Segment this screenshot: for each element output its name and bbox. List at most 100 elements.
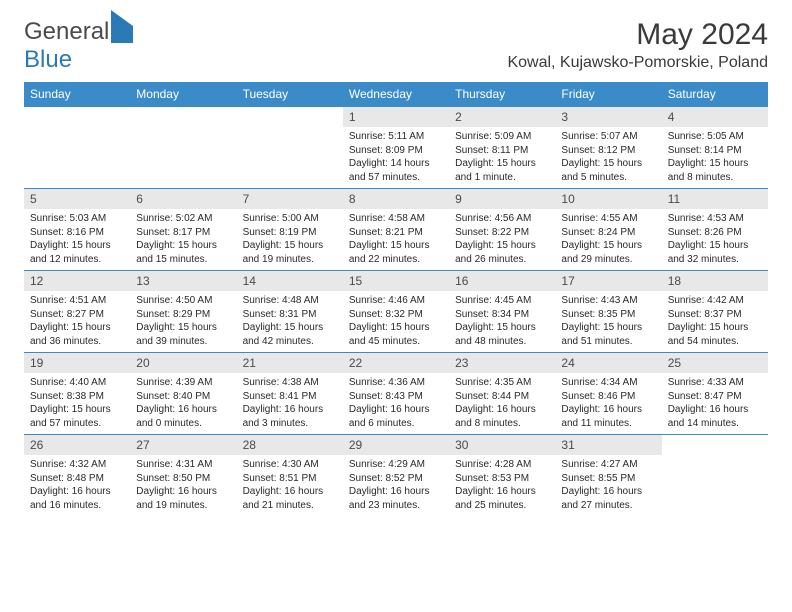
day-details: Sunrise: 5:11 AMSunset: 8:09 PMDaylight:…	[343, 127, 449, 188]
calendar-day-cell: 11Sunrise: 4:53 AMSunset: 8:26 PMDayligh…	[662, 189, 768, 271]
day-details: Sunrise: 4:39 AMSunset: 8:40 PMDaylight:…	[130, 373, 236, 434]
day-number: 20	[130, 353, 236, 373]
weekday-header: Friday	[555, 82, 661, 107]
calendar-day-cell: 24Sunrise: 4:34 AMSunset: 8:46 PMDayligh…	[555, 353, 661, 435]
calendar-week-row: 26Sunrise: 4:32 AMSunset: 8:48 PMDayligh…	[24, 435, 768, 517]
day-number: 24	[555, 353, 661, 373]
weekday-header: Saturday	[662, 82, 768, 107]
day-details: Sunrise: 4:50 AMSunset: 8:29 PMDaylight:…	[130, 291, 236, 352]
day-number: 10	[555, 189, 661, 209]
calendar-day-cell: 27Sunrise: 4:31 AMSunset: 8:50 PMDayligh…	[130, 435, 236, 517]
day-number: 22	[343, 353, 449, 373]
calendar-day-cell	[24, 107, 130, 189]
day-details: Sunrise: 4:34 AMSunset: 8:46 PMDaylight:…	[555, 373, 661, 434]
day-details: Sunrise: 4:38 AMSunset: 8:41 PMDaylight:…	[237, 373, 343, 434]
day-details: Sunrise: 4:51 AMSunset: 8:27 PMDaylight:…	[24, 291, 130, 352]
calendar-day-cell: 21Sunrise: 4:38 AMSunset: 8:41 PMDayligh…	[237, 353, 343, 435]
weekday-header-row: SundayMondayTuesdayWednesdayThursdayFrid…	[24, 82, 768, 107]
day-details: Sunrise: 5:02 AMSunset: 8:17 PMDaylight:…	[130, 209, 236, 270]
calendar-day-cell: 31Sunrise: 4:27 AMSunset: 8:55 PMDayligh…	[555, 435, 661, 517]
day-number: 26	[24, 435, 130, 455]
calendar-day-cell: 3Sunrise: 5:07 AMSunset: 8:12 PMDaylight…	[555, 107, 661, 189]
calendar-week-row: 1Sunrise: 5:11 AMSunset: 8:09 PMDaylight…	[24, 107, 768, 189]
calendar-week-row: 19Sunrise: 4:40 AMSunset: 8:38 PMDayligh…	[24, 353, 768, 435]
calendar-day-cell: 25Sunrise: 4:33 AMSunset: 8:47 PMDayligh…	[662, 353, 768, 435]
logo-triangle-icon	[111, 10, 133, 43]
day-details: Sunrise: 4:31 AMSunset: 8:50 PMDaylight:…	[130, 455, 236, 516]
calendar-day-cell: 1Sunrise: 5:11 AMSunset: 8:09 PMDaylight…	[343, 107, 449, 189]
day-details: Sunrise: 4:48 AMSunset: 8:31 PMDaylight:…	[237, 291, 343, 352]
day-details: Sunrise: 4:33 AMSunset: 8:47 PMDaylight:…	[662, 373, 768, 434]
weekday-header: Monday	[130, 82, 236, 107]
day-details: Sunrise: 4:40 AMSunset: 8:38 PMDaylight:…	[24, 373, 130, 434]
day-number: 14	[237, 271, 343, 291]
day-number: 9	[449, 189, 555, 209]
calendar-day-cell: 7Sunrise: 5:00 AMSunset: 8:19 PMDaylight…	[237, 189, 343, 271]
calendar-week-row: 5Sunrise: 5:03 AMSunset: 8:16 PMDaylight…	[24, 189, 768, 271]
month-title: May 2024	[507, 18, 768, 52]
day-details: Sunrise: 4:53 AMSunset: 8:26 PMDaylight:…	[662, 209, 768, 270]
day-number: 2	[449, 107, 555, 127]
logo-text-2: Blue	[24, 46, 72, 73]
calendar-day-cell: 19Sunrise: 4:40 AMSunset: 8:38 PMDayligh…	[24, 353, 130, 435]
day-number: 8	[343, 189, 449, 209]
day-details: Sunrise: 4:28 AMSunset: 8:53 PMDaylight:…	[449, 455, 555, 516]
day-number: 28	[237, 435, 343, 455]
day-number: 18	[662, 271, 768, 291]
day-details: Sunrise: 5:09 AMSunset: 8:11 PMDaylight:…	[449, 127, 555, 188]
day-details: Sunrise: 5:05 AMSunset: 8:14 PMDaylight:…	[662, 127, 768, 188]
day-details: Sunrise: 4:35 AMSunset: 8:44 PMDaylight:…	[449, 373, 555, 434]
day-number: 4	[662, 107, 768, 127]
calendar-day-cell: 10Sunrise: 4:55 AMSunset: 8:24 PMDayligh…	[555, 189, 661, 271]
calendar-day-cell: 20Sunrise: 4:39 AMSunset: 8:40 PMDayligh…	[130, 353, 236, 435]
day-number: 7	[237, 189, 343, 209]
day-details: Sunrise: 5:00 AMSunset: 8:19 PMDaylight:…	[237, 209, 343, 270]
day-details: Sunrise: 5:03 AMSunset: 8:16 PMDaylight:…	[24, 209, 130, 270]
day-details: Sunrise: 4:36 AMSunset: 8:43 PMDaylight:…	[343, 373, 449, 434]
calendar-day-cell: 13Sunrise: 4:50 AMSunset: 8:29 PMDayligh…	[130, 271, 236, 353]
logo-text-1: General	[24, 18, 109, 45]
calendar-table: SundayMondayTuesdayWednesdayThursdayFrid…	[24, 82, 768, 517]
day-number: 27	[130, 435, 236, 455]
header: General Blue May 2024 Kowal, Kujawsko-Po…	[24, 18, 768, 74]
calendar-day-cell: 4Sunrise: 5:05 AMSunset: 8:14 PMDaylight…	[662, 107, 768, 189]
day-details: Sunrise: 4:45 AMSunset: 8:34 PMDaylight:…	[449, 291, 555, 352]
day-number: 29	[343, 435, 449, 455]
day-number: 31	[555, 435, 661, 455]
calendar-day-cell: 12Sunrise: 4:51 AMSunset: 8:27 PMDayligh…	[24, 271, 130, 353]
day-number: 17	[555, 271, 661, 291]
calendar-day-cell	[237, 107, 343, 189]
day-number: 12	[24, 271, 130, 291]
day-details: Sunrise: 4:46 AMSunset: 8:32 PMDaylight:…	[343, 291, 449, 352]
calendar-day-cell	[130, 107, 236, 189]
weekday-header: Thursday	[449, 82, 555, 107]
day-number: 1	[343, 107, 449, 127]
day-number: 15	[343, 271, 449, 291]
calendar-day-cell: 16Sunrise: 4:45 AMSunset: 8:34 PMDayligh…	[449, 271, 555, 353]
calendar-day-cell: 5Sunrise: 5:03 AMSunset: 8:16 PMDaylight…	[24, 189, 130, 271]
calendar-day-cell: 29Sunrise: 4:29 AMSunset: 8:52 PMDayligh…	[343, 435, 449, 517]
day-number: 19	[24, 353, 130, 373]
day-number: 11	[662, 189, 768, 209]
day-details: Sunrise: 4:56 AMSunset: 8:22 PMDaylight:…	[449, 209, 555, 270]
day-number: 3	[555, 107, 661, 127]
weekday-header: Sunday	[24, 82, 130, 107]
day-number: 16	[449, 271, 555, 291]
calendar-day-cell: 9Sunrise: 4:56 AMSunset: 8:22 PMDaylight…	[449, 189, 555, 271]
calendar-day-cell: 26Sunrise: 4:32 AMSunset: 8:48 PMDayligh…	[24, 435, 130, 517]
day-details: Sunrise: 4:30 AMSunset: 8:51 PMDaylight:…	[237, 455, 343, 516]
day-details: Sunrise: 4:32 AMSunset: 8:48 PMDaylight:…	[24, 455, 130, 516]
day-details: Sunrise: 4:29 AMSunset: 8:52 PMDaylight:…	[343, 455, 449, 516]
calendar-week-row: 12Sunrise: 4:51 AMSunset: 8:27 PMDayligh…	[24, 271, 768, 353]
calendar-day-cell: 30Sunrise: 4:28 AMSunset: 8:53 PMDayligh…	[449, 435, 555, 517]
day-number: 21	[237, 353, 343, 373]
calendar-day-cell: 17Sunrise: 4:43 AMSunset: 8:35 PMDayligh…	[555, 271, 661, 353]
weekday-header: Wednesday	[343, 82, 449, 107]
day-number: 30	[449, 435, 555, 455]
day-number: 6	[130, 189, 236, 209]
day-number: 23	[449, 353, 555, 373]
calendar-day-cell: 8Sunrise: 4:58 AMSunset: 8:21 PMDaylight…	[343, 189, 449, 271]
day-details: Sunrise: 4:43 AMSunset: 8:35 PMDaylight:…	[555, 291, 661, 352]
calendar-day-cell: 22Sunrise: 4:36 AMSunset: 8:43 PMDayligh…	[343, 353, 449, 435]
calendar-day-cell: 28Sunrise: 4:30 AMSunset: 8:51 PMDayligh…	[237, 435, 343, 517]
